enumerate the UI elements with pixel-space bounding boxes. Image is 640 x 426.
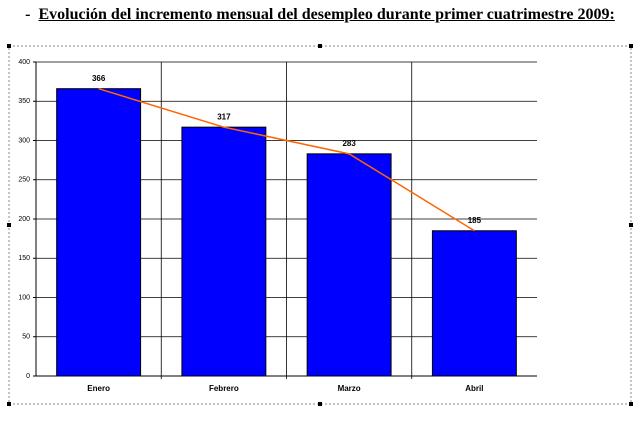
bar: [431, 230, 517, 377]
bar: [56, 88, 142, 377]
chart-title: Evolución del incremento mensual del des…: [38, 6, 615, 23]
x-tick-label: Enero: [87, 384, 110, 393]
handles: [7, 44, 633, 406]
x-tick-label: Marzo: [338, 384, 361, 393]
y-tick-label: 0: [26, 373, 30, 380]
y-tick-label: 350: [18, 98, 30, 105]
trend-line: [98, 87, 475, 232]
y-tick-label: 250: [18, 177, 30, 184]
value-label: 283: [342, 139, 356, 148]
x-tick-label: Abril: [465, 384, 483, 393]
y-tick-label: 150: [18, 255, 30, 262]
title-row: - Evolución del incremento mensual del d…: [0, 6, 640, 24]
y-tick-label: 200: [18, 216, 30, 223]
value-label: 366: [92, 74, 106, 83]
y-tick-label: 400: [18, 59, 30, 66]
y-tick-label: 300: [18, 137, 30, 144]
y-tick-label: 50: [22, 334, 30, 341]
y-tick-label: 100: [18, 294, 30, 301]
value-label: 185: [468, 216, 482, 225]
title-marker: -: [25, 6, 31, 23]
bar: [306, 153, 392, 377]
bar: [181, 126, 267, 377]
value-label: 317: [217, 112, 231, 121]
x-tick-label: Febrero: [209, 384, 239, 393]
